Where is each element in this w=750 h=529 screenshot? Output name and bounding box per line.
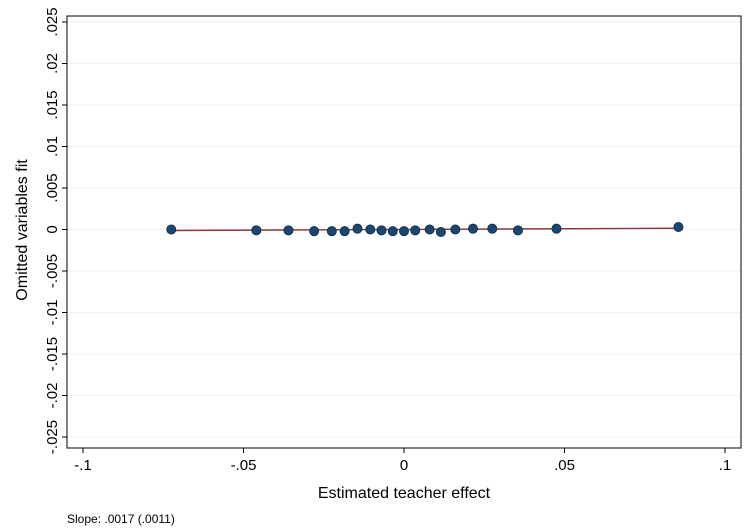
data-point — [468, 223, 479, 234]
x-axis-title: Estimated teacher effect — [318, 485, 491, 502]
y-tick-label: .025 — [44, 7, 61, 36]
y-tick-label: -.005 — [44, 254, 61, 288]
data-point — [339, 226, 350, 237]
y-tick-label: .01 — [44, 136, 61, 157]
slope-note: Slope: .0017 (.0011) — [67, 512, 175, 526]
y-tick-label: 0 — [44, 225, 61, 233]
data-point — [283, 225, 294, 236]
axes: -.025 -.02 -.015 -.01 -.005 0 .005 .01 .015 .02 .0… — [44, 7, 731, 474]
data-point — [251, 225, 262, 236]
data-point — [673, 222, 684, 233]
data-point — [487, 223, 498, 234]
y-axis-title: Omitted variables fit — [14, 159, 31, 301]
data-point — [365, 224, 376, 235]
x-tick-label: 0 — [400, 457, 408, 474]
y-tick-label: -.02 — [44, 383, 61, 409]
y-tick-label: .005 — [44, 173, 61, 202]
data-point — [166, 224, 177, 235]
data-point — [424, 224, 435, 235]
data-point — [352, 223, 363, 234]
data-point — [309, 226, 320, 237]
data-points — [166, 222, 684, 237]
data-point — [326, 226, 337, 237]
y-tick-label: .015 — [44, 90, 61, 119]
y-tick-label: -.025 — [44, 420, 61, 454]
x-tick-label: -.1 — [74, 457, 92, 474]
data-point — [387, 226, 398, 237]
x-tick-label: .05 — [554, 457, 575, 474]
x-tick-label: -.05 — [231, 457, 257, 474]
data-point — [398, 226, 409, 237]
data-point — [450, 224, 461, 235]
data-point — [551, 223, 562, 234]
data-point — [376, 225, 387, 236]
data-point — [512, 225, 523, 236]
x-tick-label: .1 — [719, 457, 732, 474]
y-tick-label: .02 — [44, 53, 61, 74]
data-point — [410, 225, 421, 236]
data-point — [435, 226, 446, 237]
y-tick-label: -.01 — [44, 300, 61, 326]
y-tick-label: -.015 — [44, 337, 61, 371]
